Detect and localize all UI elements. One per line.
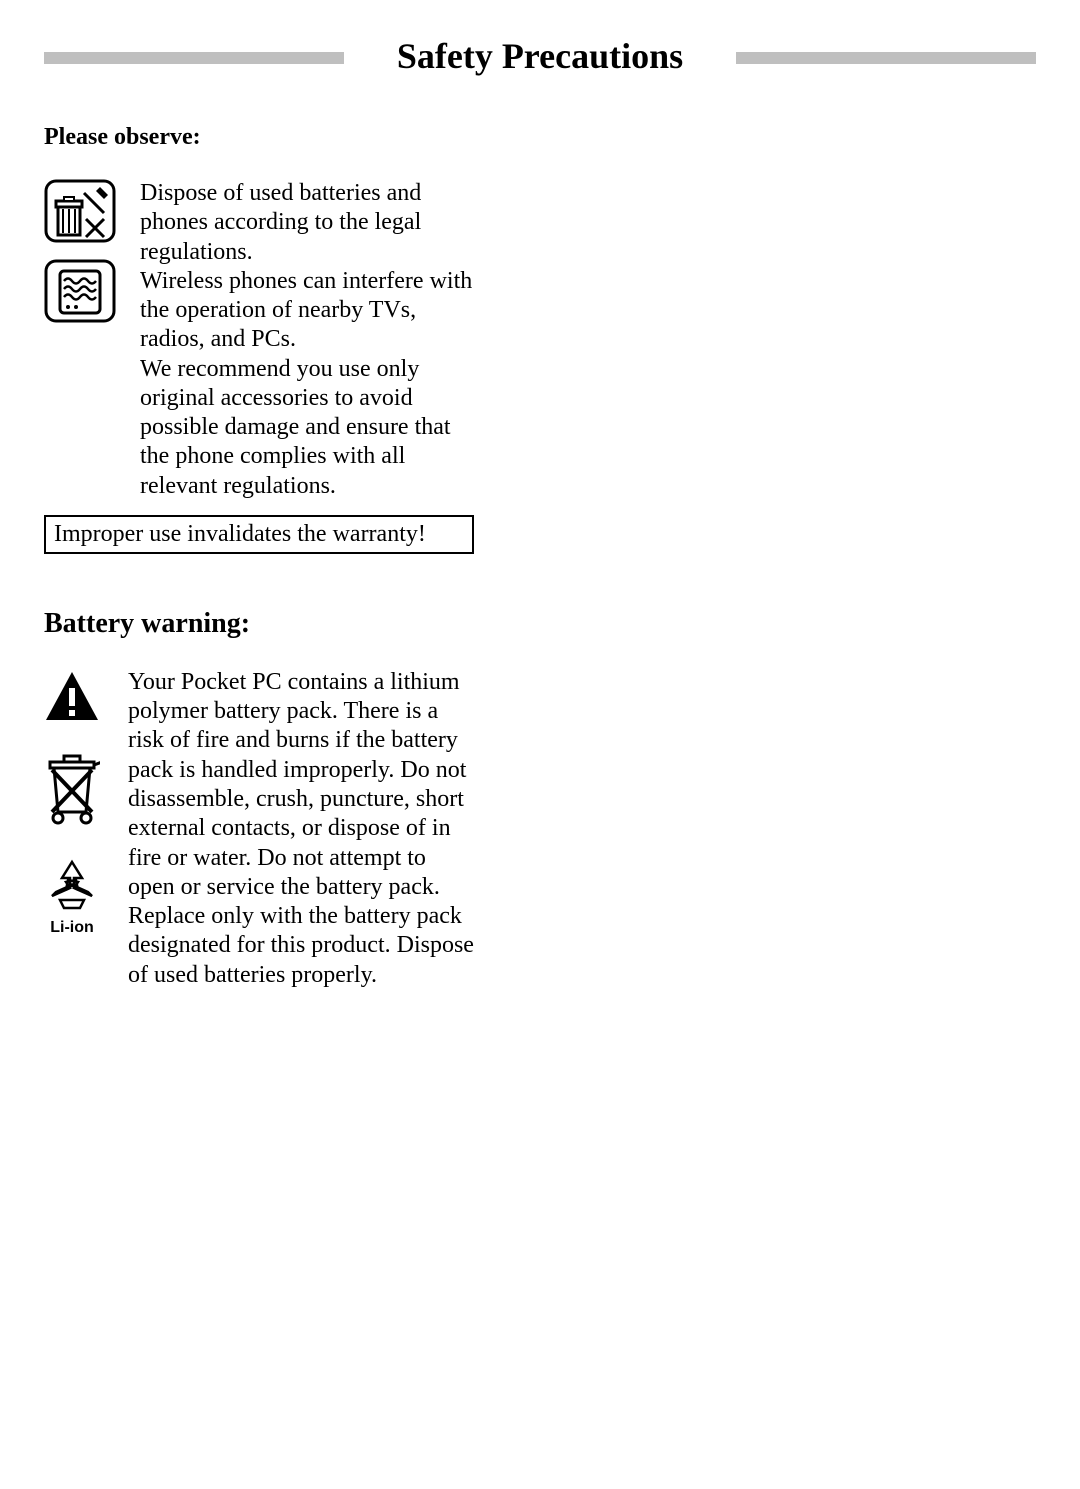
- title-row: Safety Precautions: [44, 36, 1036, 76]
- warning-triangle-icon: [44, 668, 100, 724]
- section-spacer: [44, 554, 1036, 608]
- dispose-bin-icon: [44, 179, 116, 243]
- battery-section: Battery warning:: [44, 608, 474, 990]
- page: Safety Precautions Please observe:: [0, 0, 1080, 1489]
- li-ion-label: Li-ion: [44, 919, 100, 937]
- observe-section: Please observe:: [44, 124, 474, 501]
- warranty-note: Improper use invalidates the warranty!: [44, 515, 474, 554]
- interference-icon: [44, 259, 116, 323]
- observe-para-3: We recommend you use only original acces…: [140, 355, 474, 501]
- battery-recycling-icon: Li-ion: [44, 856, 128, 937]
- observe-text-column: Dispose of used batteries and phones acc…: [140, 179, 474, 501]
- observe-block: Dispose of used batteries and phones acc…: [44, 179, 474, 501]
- title-bar-right: [736, 52, 1036, 64]
- observe-icon-column: [44, 179, 140, 323]
- battery-para-1: Your Pocket PC contains a lithium polyme…: [128, 668, 474, 990]
- battery-text-column: Your Pocket PC contains a lithium polyme…: [128, 668, 474, 990]
- observe-para-2: Wireless phones can interfere with the o…: [140, 267, 474, 355]
- observe-heading: Please observe:: [44, 124, 474, 151]
- observe-para-1: Dispose of used batteries and phones acc…: [140, 179, 474, 267]
- battery-block: Li-ion Your Pocket PC contains a lithium…: [44, 668, 474, 990]
- crossed-wheeled-bin-icon: [44, 754, 100, 826]
- battery-icon-column: Li-ion: [44, 668, 128, 937]
- battery-heading: Battery warning:: [44, 608, 474, 640]
